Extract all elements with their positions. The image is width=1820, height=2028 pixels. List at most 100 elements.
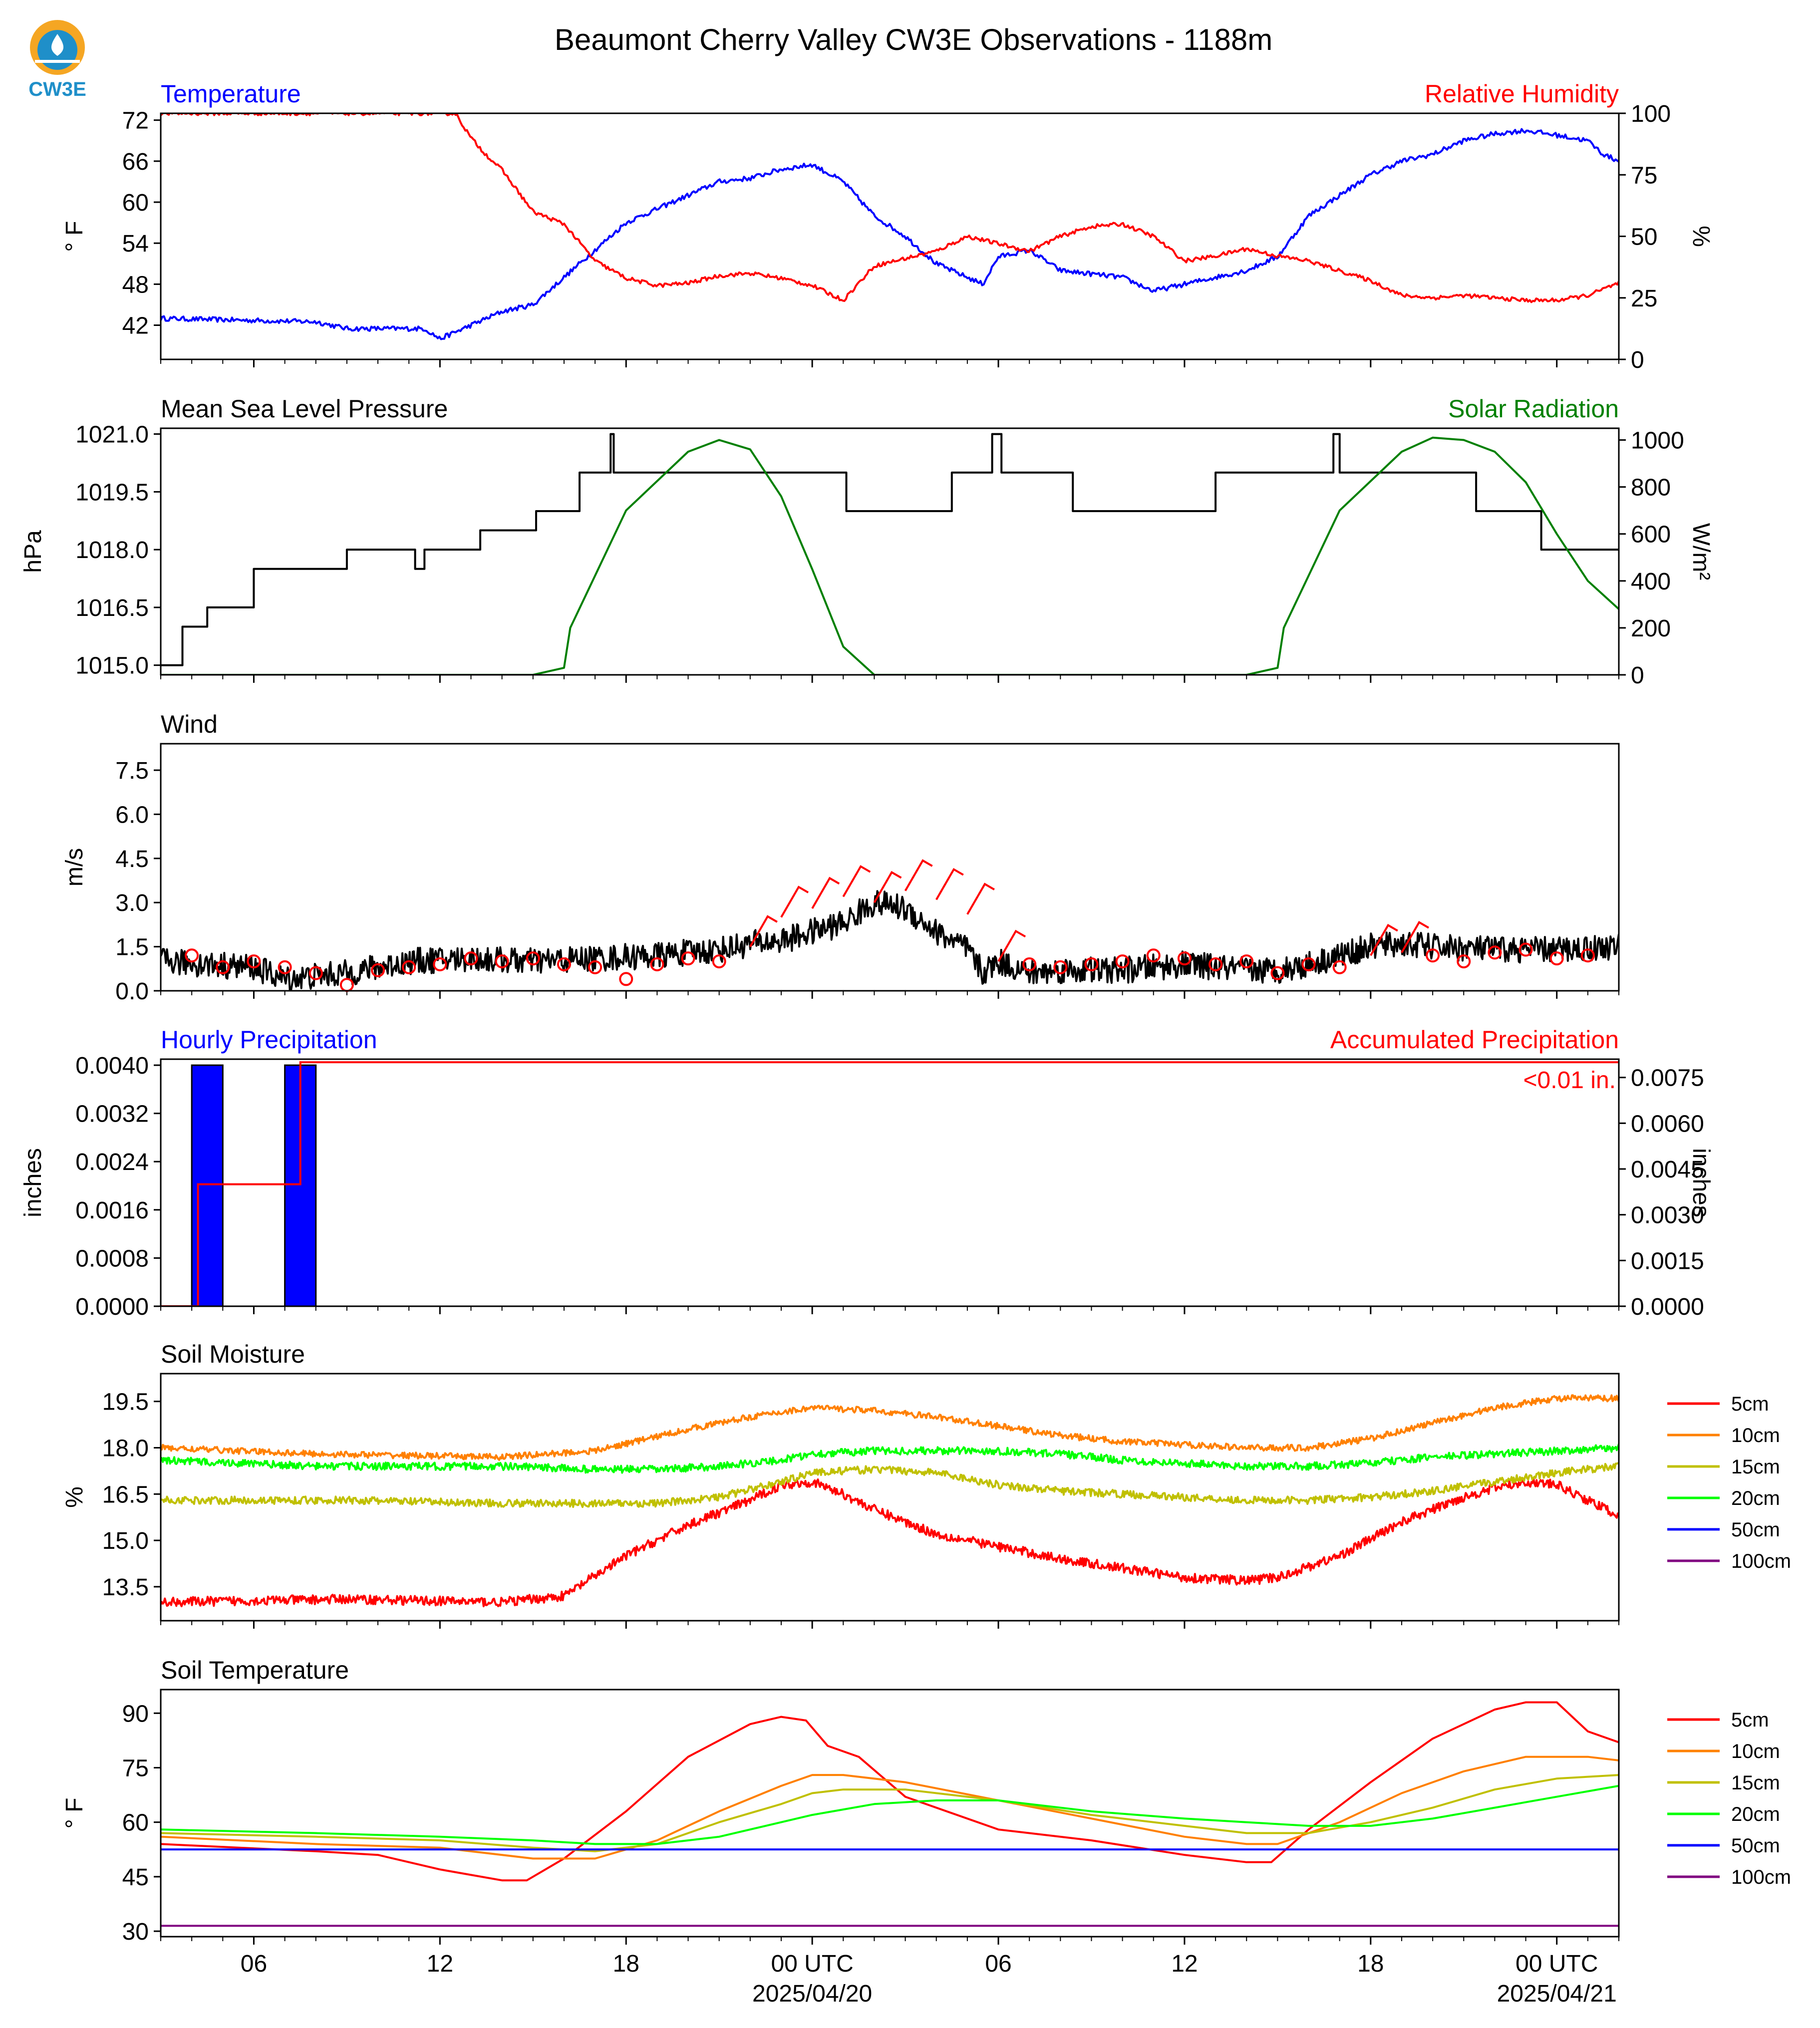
ytick-left-label: 7.5 <box>115 758 149 784</box>
series-line-15cm <box>161 1462 1619 1508</box>
legend-label: 50cm <box>1731 1835 1780 1857</box>
ytick-left-label: 66 <box>122 149 149 175</box>
ytick-left-label: 1016.5 <box>75 595 149 621</box>
ytick-right-label: 50 <box>1631 224 1657 251</box>
ytick-right-label: 0 <box>1631 662 1644 689</box>
ytick-right-label: 0.0045 <box>1631 1157 1704 1183</box>
accum-precip-line <box>161 1061 1619 1306</box>
ytick-left-label: 16.5 <box>102 1481 149 1508</box>
ylabel-left: ° F <box>61 221 88 252</box>
ytick-right-label: 25 <box>1631 286 1657 312</box>
wind-barb-calm <box>1053 960 1068 974</box>
wind-barb-calm <box>433 957 447 971</box>
wind-barb <box>873 870 902 903</box>
ytick-right-label: 0.0030 <box>1631 1202 1704 1229</box>
ytick-right-label: 200 <box>1631 615 1671 642</box>
logo-drop-icon <box>51 34 64 56</box>
ytick-right-label: 0.0075 <box>1631 1065 1704 1092</box>
ytick-left-label: 19.5 <box>102 1389 149 1416</box>
ytick-left-label: 72 <box>122 108 149 134</box>
panel-title-right: Accumulated Precipitation <box>1330 1026 1619 1054</box>
series-line-left-0 <box>161 128 1619 340</box>
xtick-label: 06 <box>985 1951 1011 1977</box>
legend-label: 10cm <box>1731 1425 1780 1447</box>
wind-barb-calm <box>1332 960 1347 974</box>
ytick-left-label: 45 <box>122 1864 149 1891</box>
panel-title-right: Relative Humidity <box>1425 80 1619 108</box>
precip-bar <box>191 1064 224 1306</box>
wind-barb-calm <box>650 957 664 971</box>
wind-barb-calm <box>557 957 571 971</box>
ylabel-left: hPa <box>20 530 46 573</box>
panel-title-left: Hourly Precipitation <box>161 1026 377 1054</box>
wind-barb-calm <box>216 960 230 974</box>
wind-barb-calm <box>185 948 199 963</box>
ytick-left-label: 60 <box>122 1810 149 1836</box>
series-line-5cm <box>161 1477 1619 1608</box>
legend-label: 5cm <box>1731 1393 1769 1415</box>
wind-barb-calm <box>278 960 292 974</box>
wind-barb <box>904 859 933 891</box>
wind-barb-calm <box>247 954 261 969</box>
wind-barb-calm <box>495 954 509 969</box>
panel-title-left: Wind <box>161 710 218 738</box>
wind-barb-calm <box>681 951 695 966</box>
wind-barb-calm <box>308 966 323 980</box>
ytick-left-label: 48 <box>122 272 149 298</box>
ylabel-right: inches <box>1688 1148 1714 1217</box>
wind-barb <box>842 865 871 897</box>
legend-label: 20cm <box>1731 1487 1780 1509</box>
ytick-left-label: 15.0 <box>102 1528 149 1554</box>
plot-area <box>161 890 1619 991</box>
ytick-left-label: 60 <box>122 190 149 216</box>
ytick-right-label: 800 <box>1631 475 1671 501</box>
legend: 5cm 10cm 15cm 20cm 50cm 100cm <box>1667 1709 1791 1888</box>
ytick-right-label: 0 <box>1631 347 1644 373</box>
series-line-5cm <box>161 1701 1619 1882</box>
plot-area <box>161 113 1619 340</box>
wind-barb-calm <box>588 960 603 974</box>
ytick-left-label: 90 <box>122 1701 149 1727</box>
ytick-left-label: 18.0 <box>102 1436 149 1462</box>
ytick-right-label: 0.0060 <box>1631 1111 1704 1137</box>
wind-barb-calm <box>1426 948 1440 963</box>
legend-label: 5cm <box>1731 1709 1769 1731</box>
xtick-label: 18 <box>1357 1951 1384 1977</box>
wind-barb-calm <box>464 951 478 966</box>
ytick-left-label: 1019.5 <box>75 479 149 506</box>
plot-area <box>161 1061 1619 1306</box>
wind-barb <box>1370 923 1398 956</box>
ytick-left-label: 1018.0 <box>75 537 149 564</box>
panel-mslp_solar: Mean Sea Level Pressure Solar Radiation 10… <box>20 395 1714 689</box>
ytick-left-label: 54 <box>122 231 149 257</box>
wind-barb-calm <box>1580 948 1595 963</box>
ytick-left-label: 30 <box>122 1919 149 1945</box>
ytick-right-label: 0.0015 <box>1631 1248 1704 1274</box>
panel-frame <box>160 1058 1620 1307</box>
wind-barb-calm <box>1488 945 1502 960</box>
series-line-20cm <box>161 1444 1619 1474</box>
ytick-left-label: 0.0040 <box>75 1053 149 1079</box>
xtick-label: 06 <box>241 1951 267 1977</box>
ytick-left-label: 13.5 <box>102 1574 149 1601</box>
legend-label: 100cm <box>1731 1550 1791 1572</box>
ylabel-right: % <box>1688 226 1714 247</box>
ytick-right-label: 0.0000 <box>1631 1294 1704 1320</box>
ylabel-left: inches <box>20 1148 46 1217</box>
ytick-right-label: 75 <box>1631 162 1657 189</box>
ytick-left-label: 1021.0 <box>75 422 149 448</box>
wind-barb <box>997 929 1026 962</box>
wind-barb <box>966 882 995 915</box>
panel-title-left: Mean Sea Level Pressure <box>161 395 448 423</box>
legend-label: 20cm <box>1731 1803 1780 1825</box>
ylabel-left: m/s <box>61 848 88 886</box>
series-line-left-0 <box>161 890 1619 991</box>
wind-barb-calm <box>1457 954 1471 969</box>
panel-soil_moisture: Soil Moisture 13.5 15.0 16.5 18.0 19.5% 5cm 10c… <box>61 1340 1791 1629</box>
xtick-date-label: 2025/04/21 <box>1497 1981 1617 2007</box>
xtick-date-label: 2025/04/20 <box>752 1981 872 2007</box>
xtick-label: 18 <box>613 1951 639 1977</box>
xtick-label: 00 UTC <box>1516 1951 1598 1977</box>
wind-barb <box>935 868 964 900</box>
